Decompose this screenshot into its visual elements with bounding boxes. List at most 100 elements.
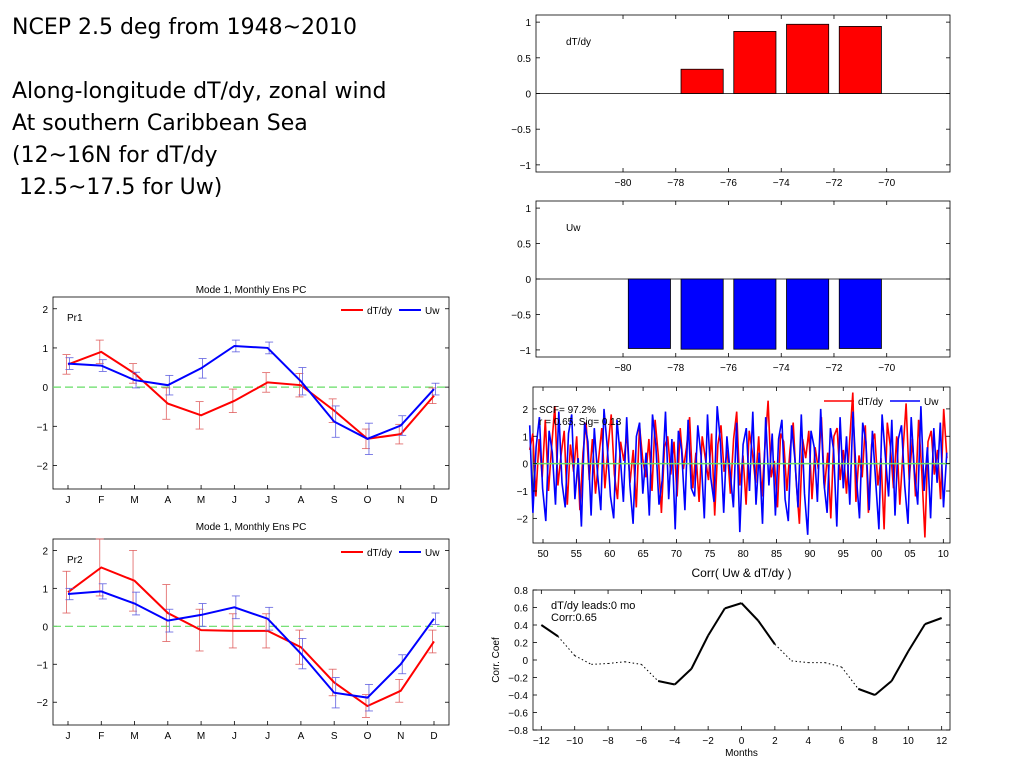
pc-pr2-legend-dtdy-label: dT/dy	[367, 548, 392, 559]
bar-uw-xtick-label: −70	[878, 363, 895, 374]
heading-line-5: (12~16N for dT/dy	[12, 143, 218, 168]
ts-xtick-label: 65	[638, 549, 650, 560]
corr-corr-segment	[540, 624, 559, 638]
ts-xtick-label: 60	[604, 549, 616, 560]
pc-pr2-ytick-label: −1	[37, 660, 49, 671]
pc-pr2-xtick-label: O	[364, 731, 372, 742]
corr-corr-segment	[574, 655, 592, 665]
corr-corr-segment	[608, 661, 625, 664]
bar-uw-bar	[627, 278, 671, 349]
pc-pr1-xtick-label: S	[331, 495, 338, 506]
pc-pr1-xtick-label: M	[197, 495, 205, 506]
corr-xtick-label: −12	[533, 736, 550, 747]
corr-annotation-lead: dT/dy leads:0 mo	[551, 600, 635, 612]
corr-ytick-label: 0.2	[514, 639, 528, 650]
pc-pr2-xtick-label: M	[197, 731, 205, 742]
slide-heading: NCEP 2.5 deg from 1948~2010 Along-longit…	[12, 12, 386, 204]
ts-ytick-label: 0	[522, 460, 528, 471]
pc-pr1-xtick-label: N	[397, 495, 404, 506]
bar-uw-bar	[838, 278, 882, 349]
corr-corr-segment	[924, 617, 943, 626]
ts-xtick-label: 95	[838, 549, 850, 560]
bar-dtdy-panel-label: dT/dy	[566, 37, 591, 48]
pc-pr1-title: Mode 1, Monthly Ens PC	[196, 285, 307, 296]
corr-xtick-label: −10	[566, 736, 583, 747]
pc-pr2-ytick-label: 1	[42, 584, 48, 595]
bar-uw-xtick-label: −74	[773, 363, 790, 374]
ts-ytick-label: 2	[522, 405, 528, 416]
ts-ytick-label: 1	[522, 432, 528, 443]
corr-xtick-label: −8	[602, 736, 614, 747]
ts-axes-box	[532, 386, 951, 544]
corr-corr-segment	[874, 680, 893, 696]
pc-pr1-xtick-label: A	[164, 495, 171, 506]
pc-pr2-xtick-label: A	[164, 731, 171, 742]
corr-xtick-label: 12	[936, 736, 948, 747]
pc-pr1-legend-uw-label: Uw	[425, 306, 440, 317]
ts-xtick-label: 10	[938, 549, 950, 560]
pc-pr1-ytick-label: −1	[37, 422, 49, 433]
corr-corr-segment	[791, 660, 809, 664]
corr-xlabel: Months	[725, 748, 758, 759]
ts-annotation-corr: r = 0.65, Sig= 0.13	[539, 417, 622, 428]
pc-pr2-xtick-label: M	[130, 731, 138, 742]
bar-dtdy-ytick-label: −1	[520, 161, 532, 172]
bar-dtdy-xtick-label: −76	[720, 178, 737, 189]
ts-xtick-label: 55	[571, 549, 583, 560]
pc-pr1-xtick-label: J	[265, 495, 270, 506]
ts-legend-uw-label: Uw	[924, 397, 939, 408]
bar-uw-xtick-label: −76	[720, 363, 737, 374]
pc-pr1-panel-label: Pr1	[67, 313, 83, 324]
bar-dtdy-ytick-label: 0.5	[517, 54, 531, 65]
ts-ytick-label: −2	[517, 514, 529, 525]
bar-uw-bar	[680, 278, 724, 350]
corr-xtick-label: 6	[839, 736, 845, 747]
corr-ytick-label: 0	[522, 656, 528, 667]
bar-uw-panel-label: Uw	[566, 223, 581, 234]
pc-pr1-axes-box	[52, 296, 450, 490]
bar-dtdy-xtick-label: −80	[615, 178, 632, 189]
pc-pr1-ytick-label: −2	[37, 461, 49, 472]
corr-corr-segment	[841, 666, 859, 690]
pc-pr2-xtick-label: J	[232, 731, 237, 742]
pc-pr2-ytick-label: 0	[42, 622, 48, 633]
corr-xtick-label: −4	[669, 736, 681, 747]
bar-dtdy-bar	[838, 26, 882, 94]
corr-corr-segment	[907, 623, 926, 652]
pc-pr2-xtick-label: J	[265, 731, 270, 742]
bar-dtdy-xtick-label: −74	[773, 178, 790, 189]
pc-pr2-axes-box	[52, 538, 450, 726]
ts-ytick-label: −1	[517, 487, 529, 498]
corr-corr-segment	[740, 602, 759, 622]
pc-pr2-xtick-label: D	[430, 731, 437, 742]
corr-ytick-label: 0.4	[514, 621, 528, 632]
bar-uw-bar	[786, 278, 830, 350]
pc-pr2-xtick-label: N	[397, 731, 404, 742]
bar-uw-ytick-label: 1	[525, 204, 531, 215]
pc-pr2-xtick-label: S	[331, 731, 338, 742]
corr-xtick-label: −6	[636, 736, 648, 747]
corr-corr-segment	[674, 668, 693, 686]
ts-legend-dtdy-label: dT/dy	[858, 397, 883, 408]
bar-dtdy-bar	[786, 23, 830, 94]
bar-uw-ytick-label: −1	[520, 346, 532, 357]
pc-pr2-title: Mode 1, Monthly Ens PC	[196, 522, 307, 533]
ts-uw-line	[528, 406, 948, 535]
pc-pr2-uw-line	[67, 590, 435, 699]
ts-xtick-label: 80	[738, 549, 750, 560]
heading-line-4: At southern Caribbean Sea	[12, 111, 308, 136]
bar-dtdy-ytick-label: 1	[525, 18, 531, 29]
bar-dtdy-xtick-label: −72	[825, 178, 842, 189]
corr-xtick-label: 0	[739, 736, 745, 747]
bar-dtdy-bar	[680, 68, 724, 94]
bar-uw-ytick-label: −0.5	[511, 310, 531, 321]
pc-pr1-uw-line	[67, 344, 435, 440]
pc-pr2-dtdy-line	[67, 566, 435, 708]
pc-pr2-xtick-label: J	[66, 731, 71, 742]
corr-ytick-label: −0.8	[508, 726, 528, 737]
corr-corr-segment	[890, 650, 910, 682]
ts-xtick-label: 75	[704, 549, 716, 560]
bar-dtdy-ytick-label: 0	[525, 90, 531, 101]
corr-corr-segment	[690, 635, 710, 670]
